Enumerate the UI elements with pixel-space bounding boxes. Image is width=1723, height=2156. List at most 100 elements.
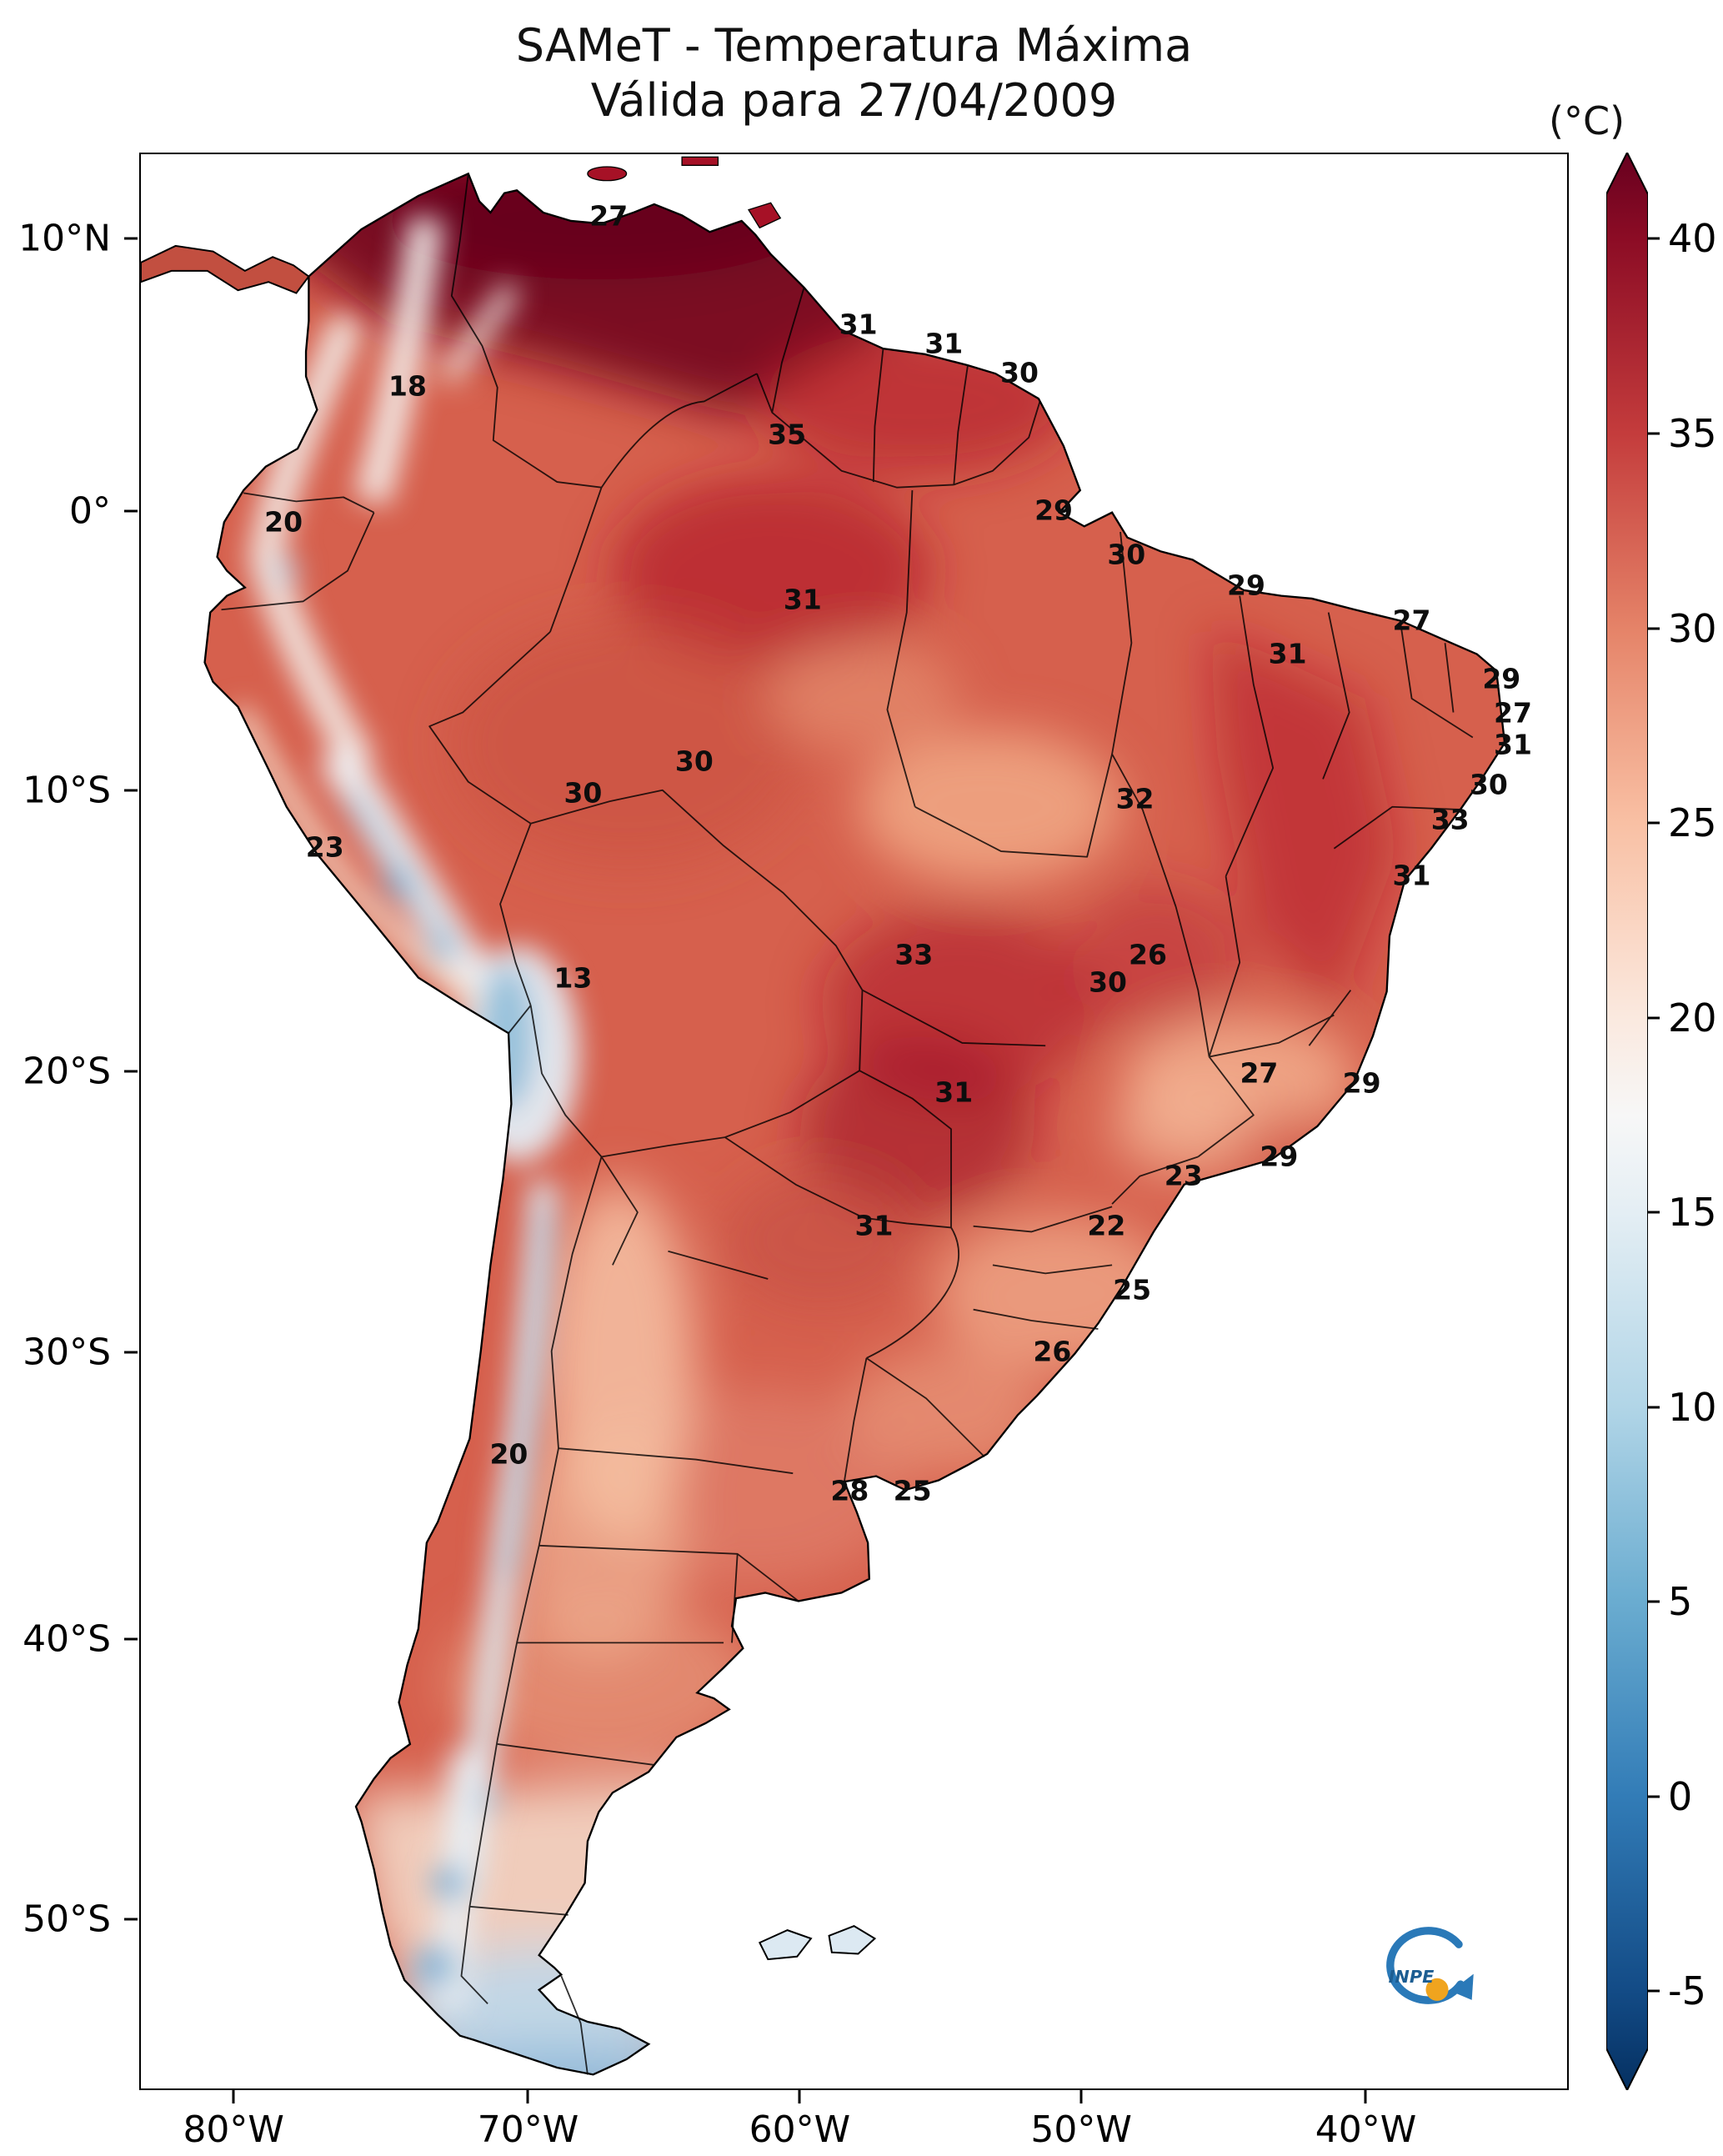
colorbar-tick-label: 10 bbox=[1668, 1384, 1717, 1430]
colorbar-tick-mark bbox=[1648, 1406, 1660, 1409]
temperature-value-label: 31 bbox=[1392, 859, 1431, 892]
political-borders bbox=[221, 173, 1474, 2075]
lat-tick-label: 40°S bbox=[23, 1617, 111, 1660]
lon-tick-label: 40°W bbox=[1315, 2108, 1417, 2151]
lon-tick-label: 80°W bbox=[183, 2108, 284, 2151]
colorbar-tick-mark bbox=[1648, 1600, 1660, 1603]
colorbar-unit-label: (°C) bbox=[1549, 98, 1625, 143]
temperature-value-label: 35 bbox=[768, 418, 807, 451]
colorbar-tick-mark bbox=[1648, 237, 1660, 240]
lat-tick-label: 0° bbox=[69, 489, 111, 533]
lon-tick-mark bbox=[798, 2090, 801, 2103]
lat-tick-label: 50°S bbox=[23, 1898, 111, 1941]
lon-tick-mark bbox=[1364, 2090, 1367, 2103]
colorbar-tick-label: 15 bbox=[1668, 1190, 1717, 1236]
lon-tick-mark bbox=[526, 2090, 529, 2103]
temperature-value-label: 30 bbox=[1089, 965, 1128, 999]
lat-tick-mark bbox=[124, 237, 138, 240]
lat-tick-mark bbox=[124, 1918, 138, 1921]
lat-tick-mark bbox=[124, 1351, 138, 1354]
colorbar-tick-mark bbox=[1648, 1016, 1660, 1020]
temperature-value-label: 25 bbox=[893, 1474, 932, 1507]
temperature-value-label: 13 bbox=[553, 961, 593, 995]
map-frame: 27 31 31 30 18 35 29 20 30 29 31 27 31 29 27 31 30 30 30 32… bbox=[139, 153, 1569, 2090]
temperature-value-label: 28 bbox=[830, 1474, 869, 1507]
temperature-value-label: 26 bbox=[1128, 938, 1167, 971]
lat-tick-mark bbox=[124, 1637, 138, 1640]
lat-tick-mark bbox=[124, 1070, 138, 1073]
temperature-value-label: 30 bbox=[1000, 356, 1039, 389]
andes-range bbox=[228, 215, 579, 2010]
lon-tick-mark bbox=[232, 2090, 235, 2103]
temperature-value-label: 29 bbox=[1342, 1066, 1381, 1100]
temperature-value-label: 27 bbox=[1494, 696, 1532, 730]
figure-title: SAMeT - Temperatura Máxima Válida para 2… bbox=[139, 18, 1569, 128]
temperature-value-label: 31 bbox=[1268, 637, 1307, 670]
colorbar-tick-label: 20 bbox=[1668, 995, 1717, 1040]
temperature-value-label: 29 bbox=[1227, 569, 1265, 602]
colorbar-tick-mark bbox=[1648, 627, 1660, 630]
lat-tick-label: 30°S bbox=[23, 1331, 111, 1374]
temperature-value-label: 29 bbox=[1260, 1140, 1299, 1173]
falkland-islands bbox=[758, 1925, 877, 1961]
title-line2: Válida para 27/04/2009 bbox=[590, 73, 1118, 127]
lat-tick-label: 10°S bbox=[23, 769, 111, 812]
colorbar-tick-mark bbox=[1648, 821, 1660, 825]
colorbar-tick-mark bbox=[1648, 1795, 1660, 1798]
temperature-value-label: 18 bbox=[388, 369, 427, 403]
inpe-logo-text: INPE bbox=[1389, 1967, 1435, 1987]
lat-tick-mark bbox=[124, 789, 138, 792]
latitude-axis: 10°N 0° 10°S 20°S 30°S 40°S 50°S bbox=[0, 153, 139, 2090]
temperature-value-label: 27 bbox=[1392, 604, 1431, 637]
colorbar-ticks: 40 35 30 25 20 15 10 5 0 -5 bbox=[1648, 153, 1723, 2090]
temperature-value-label: 31 bbox=[854, 1209, 894, 1242]
temperature-value-label: 30 bbox=[563, 776, 603, 810]
temperature-value-label: 30 bbox=[1469, 768, 1508, 801]
temperature-label-layer: 27 31 31 30 18 35 29 20 30 29 31 27 31 29 27 31 30 30 30 32… bbox=[141, 154, 1567, 2088]
colorbar-tick-label: 25 bbox=[1668, 800, 1717, 846]
temperature-value-label: 31 bbox=[934, 1075, 974, 1109]
temperature-value-label: 23 bbox=[1164, 1159, 1203, 1192]
lon-tick-label: 70°W bbox=[477, 2108, 579, 2151]
temperature-value-label: 27 bbox=[589, 199, 629, 233]
longitude-axis: 80°W 70°W 60°W 50°W 40°W bbox=[139, 2090, 1569, 2153]
inpe-logo: INPE bbox=[1375, 1920, 1479, 2024]
temperature-value-label: 33 bbox=[1430, 803, 1470, 836]
colorbar-tick-mark bbox=[1648, 432, 1660, 435]
title-line1: SAMeT - Temperatura Máxima bbox=[515, 19, 1193, 72]
temperature-value-label: 29 bbox=[1482, 662, 1521, 695]
colorbar-tick-mark bbox=[1648, 1989, 1660, 1993]
lon-tick-label: 60°W bbox=[749, 2108, 851, 2151]
temperature-value-label: 23 bbox=[305, 830, 344, 864]
colorbar-tick-mark bbox=[1648, 1211, 1660, 1214]
temperature-value-label: 20 bbox=[489, 1437, 528, 1471]
temperature-value-label: 29 bbox=[1034, 494, 1073, 527]
colorbar-tick-label: -5 bbox=[1668, 1968, 1706, 2014]
south-america-map bbox=[141, 156, 1506, 2076]
temperature-value-label: 31 bbox=[839, 308, 878, 341]
colorbar-tick-label: 35 bbox=[1668, 410, 1717, 456]
temperature-value-label: 31 bbox=[924, 327, 964, 360]
lat-tick-label: 10°N bbox=[18, 217, 111, 260]
temperature-value-label: 33 bbox=[894, 938, 934, 971]
temperature-value-label: 26 bbox=[1033, 1335, 1072, 1368]
temperature-value-label: 25 bbox=[1113, 1273, 1152, 1306]
colorbar bbox=[1606, 153, 1648, 2090]
caribbean-islands bbox=[587, 156, 782, 229]
temperature-value-label: 30 bbox=[674, 745, 714, 778]
colorbar-tick-label: 5 bbox=[1668, 1579, 1693, 1625]
colorbar-tick-label: 0 bbox=[1668, 1773, 1693, 1819]
temperature-value-label: 31 bbox=[1494, 728, 1532, 761]
lon-tick-label: 50°W bbox=[1030, 2108, 1132, 2151]
temperature-value-label: 30 bbox=[1107, 538, 1146, 571]
temperature-value-label: 22 bbox=[1087, 1209, 1126, 1242]
lon-tick-mark bbox=[1079, 2090, 1083, 2103]
temperature-value-label: 32 bbox=[1115, 782, 1155, 815]
temperature-value-label: 27 bbox=[1240, 1056, 1279, 1090]
temperature-value-label: 31 bbox=[783, 583, 822, 616]
lat-tick-label: 20°S bbox=[23, 1050, 111, 1093]
panama-landmass bbox=[141, 244, 310, 294]
lat-tick-mark bbox=[124, 509, 138, 513]
temperature-value-label: 20 bbox=[264, 505, 303, 539]
